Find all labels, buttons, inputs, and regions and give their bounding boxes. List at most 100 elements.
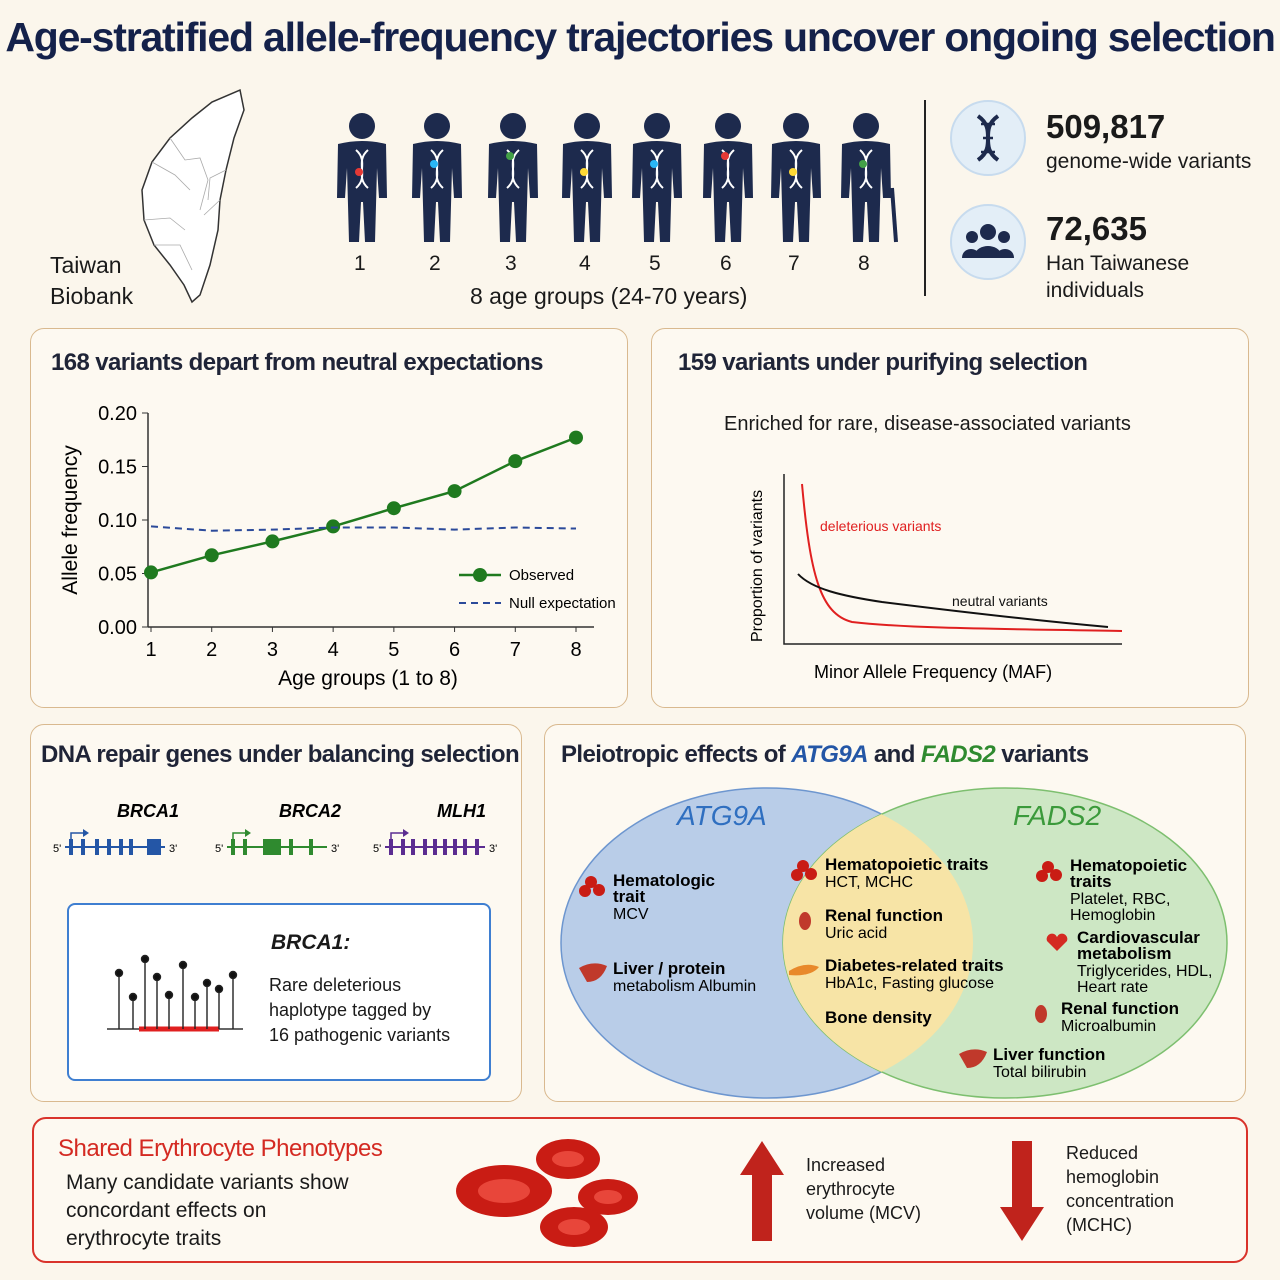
biobank-label-line1: Taiwan	[50, 252, 122, 278]
trait-detail: metabolism Albumin	[613, 978, 756, 995]
svg-text:5': 5'	[215, 843, 223, 855]
age-caption: 8 age groups (24-70 years)	[470, 283, 748, 309]
decrease-line3: concentration	[1066, 1191, 1175, 1211]
venn-trait-item: Bone density	[825, 1008, 932, 1027]
heart-icon	[1046, 933, 1068, 951]
panel-dna-title: DNA repair genes under balancing selecti…	[41, 741, 520, 768]
erythrocyte-text2: concordant effects on	[66, 1199, 267, 1222]
panel-purifying: 159 variants under purifying selection E…	[651, 328, 1249, 708]
gene-name: BRCA2	[279, 801, 341, 821]
gene-diagram: MLH1 5' 3'	[373, 801, 497, 855]
panel-trajectory: 168 variants depart from neutral expecta…	[30, 328, 628, 708]
panel-purifying-title: 159 variants under purifying selection	[678, 349, 1088, 376]
y-tick-label: 0.20	[98, 403, 137, 425]
observed-point	[447, 484, 462, 499]
trait-title: Liver function	[993, 1045, 1105, 1064]
trait-detail: HCT, MCHC	[825, 874, 913, 891]
y-tick-label: 0.05	[98, 564, 137, 586]
trait-detail: Uric acid	[825, 925, 887, 942]
legend-null: Null expectation	[509, 595, 616, 612]
x-tick-label: 7	[510, 639, 521, 661]
brca1-box: BRCA1: Rare deleterious haplotype tagged…	[67, 903, 491, 1081]
x-tick-label: 1	[145, 639, 156, 661]
panel-purifying-subtitle: Enriched for rare, disease-associated va…	[724, 413, 1131, 435]
person-dna-icon	[841, 113, 898, 243]
trait-title: Hematopoietic traits	[825, 855, 988, 874]
neutral-label: neutral variants	[952, 593, 1048, 609]
liver-icon	[579, 963, 607, 982]
panel-venn-title: Pleiotropic effects of ATG9A and FADS2 v…	[561, 741, 1089, 768]
decrease-line2: hemoglobin	[1066, 1167, 1160, 1187]
stat-individuals-label-2: individuals	[1046, 279, 1145, 302]
gene-diagram: BRCA1 5' 3'	[53, 801, 179, 855]
purify-xlabel: Minor Allele Frequency (MAF)	[814, 662, 1052, 682]
observed-point	[265, 534, 280, 549]
haplotype-lollipop-icon	[107, 954, 243, 1032]
gene-diagrams: BRCA1 5' 3' BRCA2 5' 3' MLH1 5' 3'	[53, 801, 497, 855]
legend-observed: Observed	[509, 567, 574, 584]
kidney-icon	[799, 912, 811, 930]
purify-ylabel: Proportion of variants	[749, 490, 766, 642]
pancreas-icon	[789, 964, 819, 976]
trait-title: Cardiovascular metabolism	[1077, 928, 1200, 963]
page-title: Age-stratified allele-frequency trajecto…	[5, 14, 1276, 60]
deleterious-label: deleterious variants	[820, 518, 941, 534]
x-tick-label: 4	[328, 639, 339, 661]
y-tick-label: 0.15	[98, 457, 137, 479]
observed-point	[204, 548, 219, 563]
panel-dna-repair: DNA repair genes under balancing selecti…	[30, 724, 522, 1102]
venn-atg9a-title: ATG9A	[675, 800, 767, 831]
trajectory-chart: 0.00 0.05 0.10 0.15 0.20 1 2 3 4 5 6 7 8 Allele frequ…	[59, 403, 616, 690]
null-expectation-line	[150, 525, 577, 532]
dna-icon	[950, 100, 1026, 176]
erythrocyte-text1: Many candidate variants show	[66, 1171, 349, 1194]
panel-erythrocyte: Shared Erythrocyte Phenotypes Many candi…	[32, 1117, 1248, 1263]
svg-text:3': 3'	[331, 843, 339, 855]
trait-title: Bone density	[825, 1008, 932, 1027]
trait-detail: Platelet, RBC, Hemoglobin	[1070, 891, 1170, 924]
trait-title: Hematologic trait	[613, 871, 715, 906]
age-group-label: 4	[579, 252, 591, 275]
x-tick-label: 8	[570, 639, 581, 661]
x-tick-label: 2	[206, 639, 217, 661]
biobank-label-line2: Biobank	[50, 283, 134, 309]
trait-detail: Total bilirubin	[993, 1064, 1086, 1081]
stat-variants-label: genome-wide variants	[1046, 150, 1252, 173]
blood-cells-icon	[1036, 861, 1062, 882]
erythrocyte-title: Shared Erythrocyte Phenotypes	[58, 1135, 383, 1162]
gene-atg9a-label: ATG9A	[791, 741, 868, 768]
increase-line2: erythrocyte	[806, 1179, 896, 1199]
svg-text:5': 5'	[373, 843, 381, 855]
maf-schematic: deleterious variants neutral variants Pr…	[749, 474, 1123, 682]
brca1-line1: Rare deleterious	[269, 975, 402, 995]
people-icon	[950, 204, 1026, 280]
observed-line	[150, 436, 577, 574]
gene-name: MLH1	[437, 801, 486, 821]
blood-cells-icon	[579, 876, 605, 897]
y-tick-label: 0.00	[98, 617, 137, 639]
observed-point	[569, 430, 583, 445]
age-group-label: 8	[858, 252, 870, 275]
brca1-line3: 16 pathogenic variants	[269, 1025, 451, 1045]
person-dna-icon	[562, 113, 612, 242]
person-dna-icon	[632, 113, 682, 242]
venn-fads2-title: FADS2	[1013, 800, 1102, 831]
person-dna-icon	[771, 113, 821, 242]
x-tick-label: 5	[388, 639, 399, 661]
deleterious-curve	[801, 483, 1123, 632]
trait-title: Renal function	[1061, 999, 1179, 1018]
trait-title: Renal function	[825, 906, 943, 925]
stat-variants-value: 509,817	[1046, 108, 1166, 145]
age-group-label: 6	[720, 252, 732, 275]
erythrocyte-text3: erythrocyte traits	[66, 1227, 222, 1250]
person-dna-icon	[337, 113, 387, 242]
decrease-line1: Reduced	[1066, 1143, 1139, 1163]
